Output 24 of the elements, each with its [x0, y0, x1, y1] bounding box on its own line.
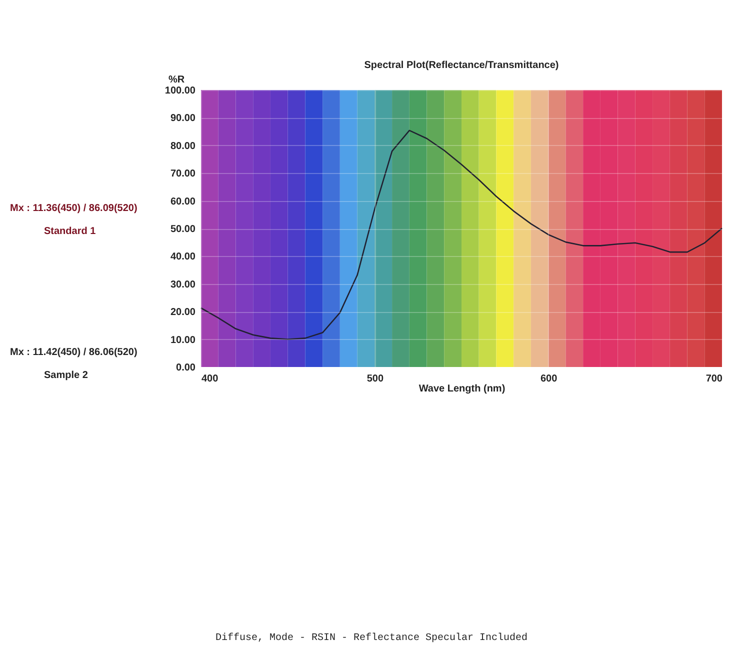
text: Mx : 11.36(450) / 86.09(520) — [10, 203, 138, 214]
y-tick-label: 30.00 — [170, 279, 196, 290]
text: Diffuse, Mode - RSIN - Reflectance Specular Included — [214, 633, 529, 644]
y-axis-title: %R — [168, 74, 186, 86]
chart-title: Spectral Plot(Reflectance/Transmittance) — [364, 60, 559, 71]
y-tick-label: 80.00 — [170, 140, 196, 152]
y-tick-label: 40.00 — [170, 252, 196, 263]
line-series — [200, 130, 723, 340]
x-axis-title: Wave Length (nm) — [418, 384, 506, 394]
text: Sample 2 — [44, 370, 88, 381]
text: Mx : 11.42(450) / 86.06(520) — [10, 347, 138, 358]
x-tick-label: 400 — [202, 374, 219, 384]
text: Standard 1 — [44, 226, 96, 237]
y-tick-label: 10.00 — [170, 334, 196, 346]
y-tick-label: 90.00 — [170, 113, 196, 124]
y-tick-label: 60.00 — [170, 196, 196, 208]
x-tick-label: 600 — [540, 374, 558, 384]
y-tick-label: 50.00 — [170, 224, 196, 235]
x-tick-label: 500 — [366, 374, 384, 384]
y-tick-label: 70.00 — [170, 168, 196, 180]
y-tick-label: 0.00 — [176, 362, 196, 374]
y-tick-label: 20.00 — [170, 307, 196, 318]
y-tick-label: 100.00 — [164, 86, 196, 96]
x-tick-label: 700 — [706, 374, 723, 384]
